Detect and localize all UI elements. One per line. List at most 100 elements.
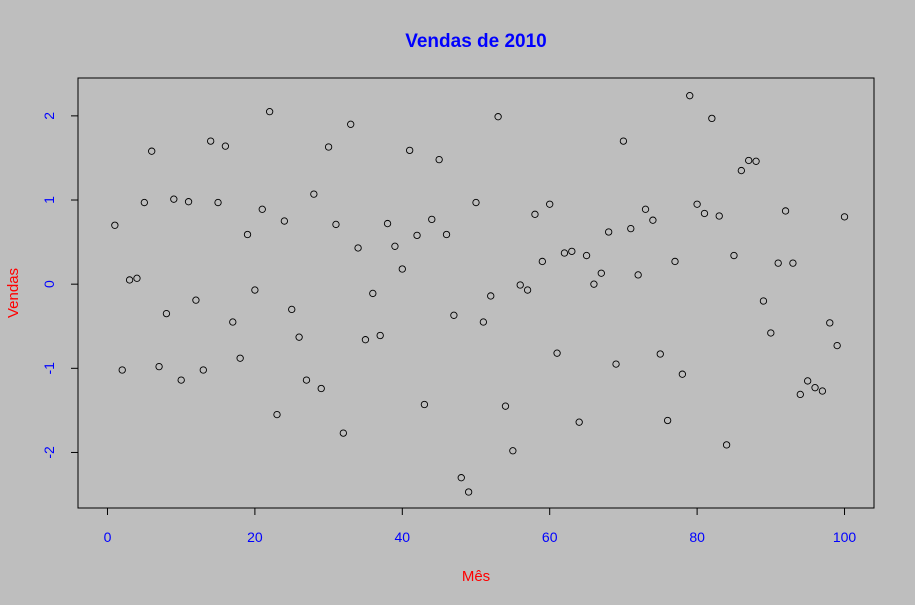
data-point <box>199 366 207 374</box>
data-point <box>634 271 642 279</box>
x-tick-label: 60 <box>542 529 558 545</box>
data-point <box>184 198 193 206</box>
x-axis-label: Mês <box>462 568 490 585</box>
data-points <box>111 92 849 496</box>
data-point <box>258 205 266 213</box>
data-point <box>553 349 561 357</box>
data-point <box>339 429 347 437</box>
data-point <box>678 370 687 378</box>
data-point <box>590 280 598 288</box>
data-point <box>464 488 473 496</box>
x-tick-label: 100 <box>833 529 857 545</box>
data-point <box>641 205 650 213</box>
data-point <box>310 190 318 198</box>
data-point <box>612 360 620 368</box>
data-point <box>759 297 768 305</box>
data-point <box>575 418 583 426</box>
data-point <box>369 289 377 298</box>
x-axis: 0 20 40 60 80 100 <box>104 507 857 545</box>
data-point <box>693 200 701 208</box>
data-point <box>133 274 141 282</box>
data-point <box>354 244 362 252</box>
x-tick-label: 80 <box>689 529 705 545</box>
data-point <box>391 242 399 250</box>
data-point <box>708 114 716 123</box>
x-tick-label: 20 <box>247 529 263 545</box>
data-point <box>472 198 480 207</box>
data-point <box>450 311 458 319</box>
data-point <box>398 265 406 273</box>
data-point <box>804 377 812 385</box>
data-point <box>509 447 517 455</box>
data-point <box>619 137 628 145</box>
data-point <box>663 416 672 425</box>
y-tick-label: 0 <box>41 280 57 288</box>
data-point <box>442 230 451 239</box>
data-point <box>494 113 502 121</box>
data-point <box>302 376 311 384</box>
data-point <box>118 366 126 374</box>
y-tick-label: 2 <box>41 112 57 120</box>
data-point <box>214 198 222 207</box>
data-point <box>177 376 185 384</box>
data-point <box>413 231 421 240</box>
data-point <box>627 224 635 233</box>
plot-area <box>77 77 875 509</box>
data-point <box>251 286 259 294</box>
data-point <box>236 354 244 362</box>
data-point <box>774 259 782 267</box>
data-point <box>597 269 605 277</box>
data-point <box>125 276 134 284</box>
data-point <box>840 213 849 221</box>
data-point <box>796 390 804 399</box>
data-point <box>560 249 569 257</box>
data-point <box>207 137 215 145</box>
data-point <box>221 142 230 150</box>
chart-title: Vendas de 2010 <box>405 31 547 52</box>
data-point <box>745 156 753 165</box>
x-tick-label: 0 <box>104 529 112 545</box>
data-point <box>479 318 488 326</box>
data-point <box>700 209 709 218</box>
data-point <box>568 247 576 255</box>
data-point <box>722 441 731 449</box>
y-axis-label: Vendas <box>5 268 22 318</box>
data-point <box>192 296 200 304</box>
data-point <box>361 336 370 344</box>
data-point <box>605 228 613 236</box>
x-tick-label: 40 <box>395 529 411 545</box>
data-point <box>538 257 546 266</box>
data-point <box>155 362 163 371</box>
data-point <box>715 212 723 220</box>
y-axis: -2 -1 0 1 2 <box>41 112 79 459</box>
y-tick-label: -2 <box>41 446 57 459</box>
data-point <box>818 387 827 395</box>
data-point <box>332 220 340 229</box>
data-point <box>671 257 679 266</box>
data-point <box>406 146 414 155</box>
data-point <box>347 120 355 128</box>
data-point <box>737 166 745 175</box>
data-point <box>170 195 178 203</box>
data-point <box>523 286 532 294</box>
data-point <box>730 251 738 260</box>
data-point <box>649 216 657 224</box>
data-point <box>457 474 465 482</box>
data-point <box>273 410 281 419</box>
data-point <box>229 318 237 326</box>
data-point <box>656 350 664 358</box>
data-point <box>420 400 429 409</box>
data-point <box>295 333 303 341</box>
data-point <box>428 215 436 224</box>
data-point <box>826 319 834 327</box>
data-point <box>383 219 392 228</box>
data-point <box>811 384 819 392</box>
data-point <box>582 251 591 260</box>
data-point <box>243 230 252 239</box>
data-point <box>487 292 495 300</box>
data-point <box>516 281 524 289</box>
data-point <box>833 341 841 350</box>
data-point <box>162 309 171 318</box>
data-point <box>767 329 775 337</box>
